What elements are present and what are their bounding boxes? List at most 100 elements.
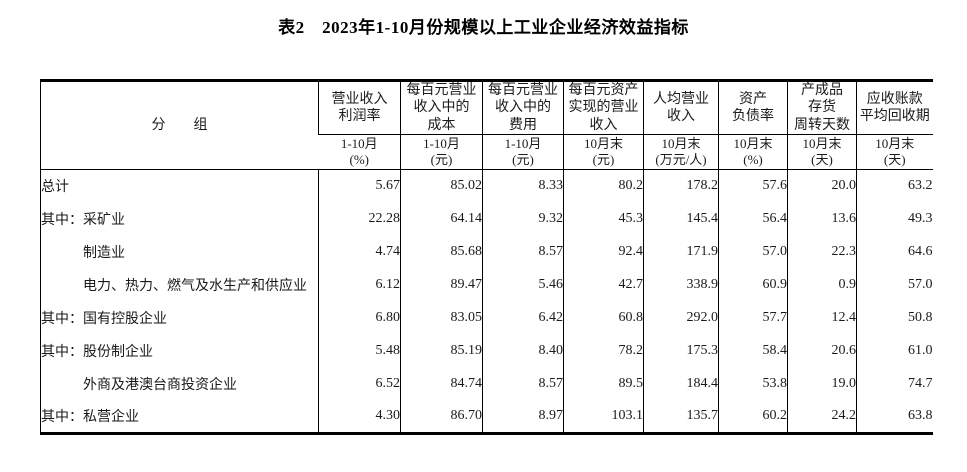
cell-value: 184.4 [643,367,719,401]
cell-value: 4.30 [318,400,401,434]
row-label: 总计 [41,180,69,196]
column-unit: 1-10月 (元) [400,134,483,170]
cell-value: 175.3 [643,334,719,368]
cell-value: 84.74 [400,367,483,401]
column-unit-label: (元) [430,152,453,167]
column-header: 营业收入 利润率 [318,80,401,135]
cell-value: 178.2 [643,169,719,203]
cell-value: 20.0 [787,169,857,203]
column-unit: 1-10月 (元) [482,134,564,170]
cell-value: 56.4 [718,202,788,236]
cell-value: 83.05 [400,301,483,335]
cell-value: 171.9 [643,235,719,269]
cell-value: 8.40 [482,334,564,368]
column-header-label: 每百元营业 收入中的 费用 [488,83,558,133]
cell-value: 5.67 [318,169,401,203]
column-header: 每百元营业 收入中的 费用 [482,80,564,135]
column-unit-label: (元) [592,152,615,167]
table-row: 其中：私营企业 4.30 86.70 8.97 103.1 135.7 60.2 24.2 63… [41,400,933,434]
cell-value: 63.8 [856,400,933,434]
cell-value: 338.9 [643,268,719,302]
row-label: 制造业 [83,246,125,261]
cell-value: 49.3 [856,202,933,236]
cell-value: 61.0 [856,334,933,368]
cell-value: 6.42 [482,301,564,335]
cell-value: 135.7 [643,400,719,434]
cell-value: 78.2 [563,334,644,368]
group-header-cell: 分 组 [40,80,319,170]
cell-value: 64.6 [856,235,933,269]
row-label: 电力、热力、燃气及水生产和供应业 [83,279,307,294]
cell-value: 6.52 [318,367,401,401]
column-unit: 1-10月 (%) [318,134,401,170]
cell-value: 57.7 [718,301,788,335]
column-unit: 10月末 (元) [563,134,644,170]
cell-value: 45.3 [563,202,644,236]
column-header-label: 产成品 存货 周转天数 [794,83,850,133]
table-row: 其中：股份制企业 5.48 85.19 8.40 78.2 175.3 58.4 20.6 61… [41,334,933,368]
indicators-table: 分 组 营业收入 利润率 每百元营业 收入中的 成本 每百元营业 收入中的 费用… [40,79,933,435]
cell-value: 5.46 [482,268,564,302]
cell-value: 85.19 [400,334,483,368]
column-header: 人均营业 收入 [643,80,719,135]
cell-value: 60.8 [563,301,644,335]
cell-value: 24.2 [787,400,857,434]
column-header-label: 营业收入 利润率 [331,91,388,124]
cell-value: 20.6 [787,334,857,368]
cell-value: 8.57 [482,367,564,401]
cell-value: 64.14 [400,202,483,236]
table-row: 制造业 4.74 85.68 8.57 92.4 171.9 57.0 22.3 64.6 [41,235,933,269]
table-header: 分 组 营业收入 利润率 每百元营业 收入中的 成本 每百元营业 收入中的 费用… [40,80,933,170]
cell-value: 12.4 [787,301,857,335]
column-unit-label: (万元/人) [655,152,707,167]
column-period: 10月末 [802,135,842,151]
column-unit-label: (天) [811,152,833,167]
cell-value: 4.74 [318,235,401,269]
column-header: 每百元资产 实现的营业 收入 [563,80,644,135]
header-row-names: 分 组 营业收入 利润率 每百元营业 收入中的 成本 每百元营业 收入中的 费用… [40,80,933,170]
column-header: 每百元营业 收入中的 成本 [400,80,483,135]
table-container: 分 组 营业收入 利润率 每百元营业 收入中的 成本 每百元营业 收入中的 费用… [40,79,933,435]
cell-value: 0.9 [787,268,857,302]
cell-value: 19.0 [787,367,857,401]
column-period: 10月末 [875,135,915,151]
table-row: 其中：采矿业 22.28 64.14 9.32 45.3 145.4 56.4 13.6 49.… [41,202,933,236]
column-unit: 10月末 (万元/人) [643,134,719,170]
row-label: 其中：国有控股企业 [41,312,167,327]
cell-value: 85.02 [400,169,483,203]
column-header-label: 人均营业 收入 [653,91,709,124]
header-row-units: 1-10月 (%) 1-10月 (元) 1-10月 (元) 10月末 (元) 10月末(… [41,134,933,170]
column-unit-label: (天) [883,152,906,167]
cell-value: 13.6 [787,202,857,236]
column-unit-label: (元) [512,152,534,167]
column-period: 1-10月 [423,135,460,151]
column-unit: 10月末 (天) [787,134,857,170]
group-header-label: 分 组 [151,117,208,133]
cell-value: 57.6 [718,169,788,203]
cell-value: 8.33 [482,169,564,203]
cell-value: 53.8 [718,367,788,401]
column-unit-label: (%) [349,152,370,167]
row-label: 其中：采矿业 [41,213,125,228]
cell-value: 50.8 [856,301,933,335]
cell-value: 8.97 [482,400,564,434]
table-row: 总计 5.67 85.02 8.33 80.2 178.2 57.6 20.0 63.2 [41,169,933,203]
cell-value: 103.1 [563,400,644,434]
cell-value: 85.68 [400,235,483,269]
row-label: 其中：私营企业 [41,410,139,426]
cell-value: 57.0 [856,268,933,302]
cell-value: 58.4 [718,334,788,368]
cell-value: 57.0 [718,235,788,269]
cell-value: 6.12 [318,268,401,302]
table-row: 外商及港澳台商投资企业 6.52 84.74 8.57 89.5 184.4 53.8 19.… [41,367,933,401]
cell-value: 63.2 [856,169,933,203]
cell-value: 292.0 [643,301,719,335]
column-unit: 10月末 (%) [718,134,788,170]
column-header-label: 每百元资产 实现的营业 收入 [568,83,639,133]
cell-value: 89.5 [563,367,644,401]
table-row: 其中：国有控股企业 6.80 83.05 6.42 60.8 292.0 57.7 12.4 5… [41,301,933,335]
cell-value: 6.80 [318,301,401,335]
column-header: 应收账款 平均回收期 [856,80,933,135]
column-header-label: 资产 负债率 [732,91,774,124]
